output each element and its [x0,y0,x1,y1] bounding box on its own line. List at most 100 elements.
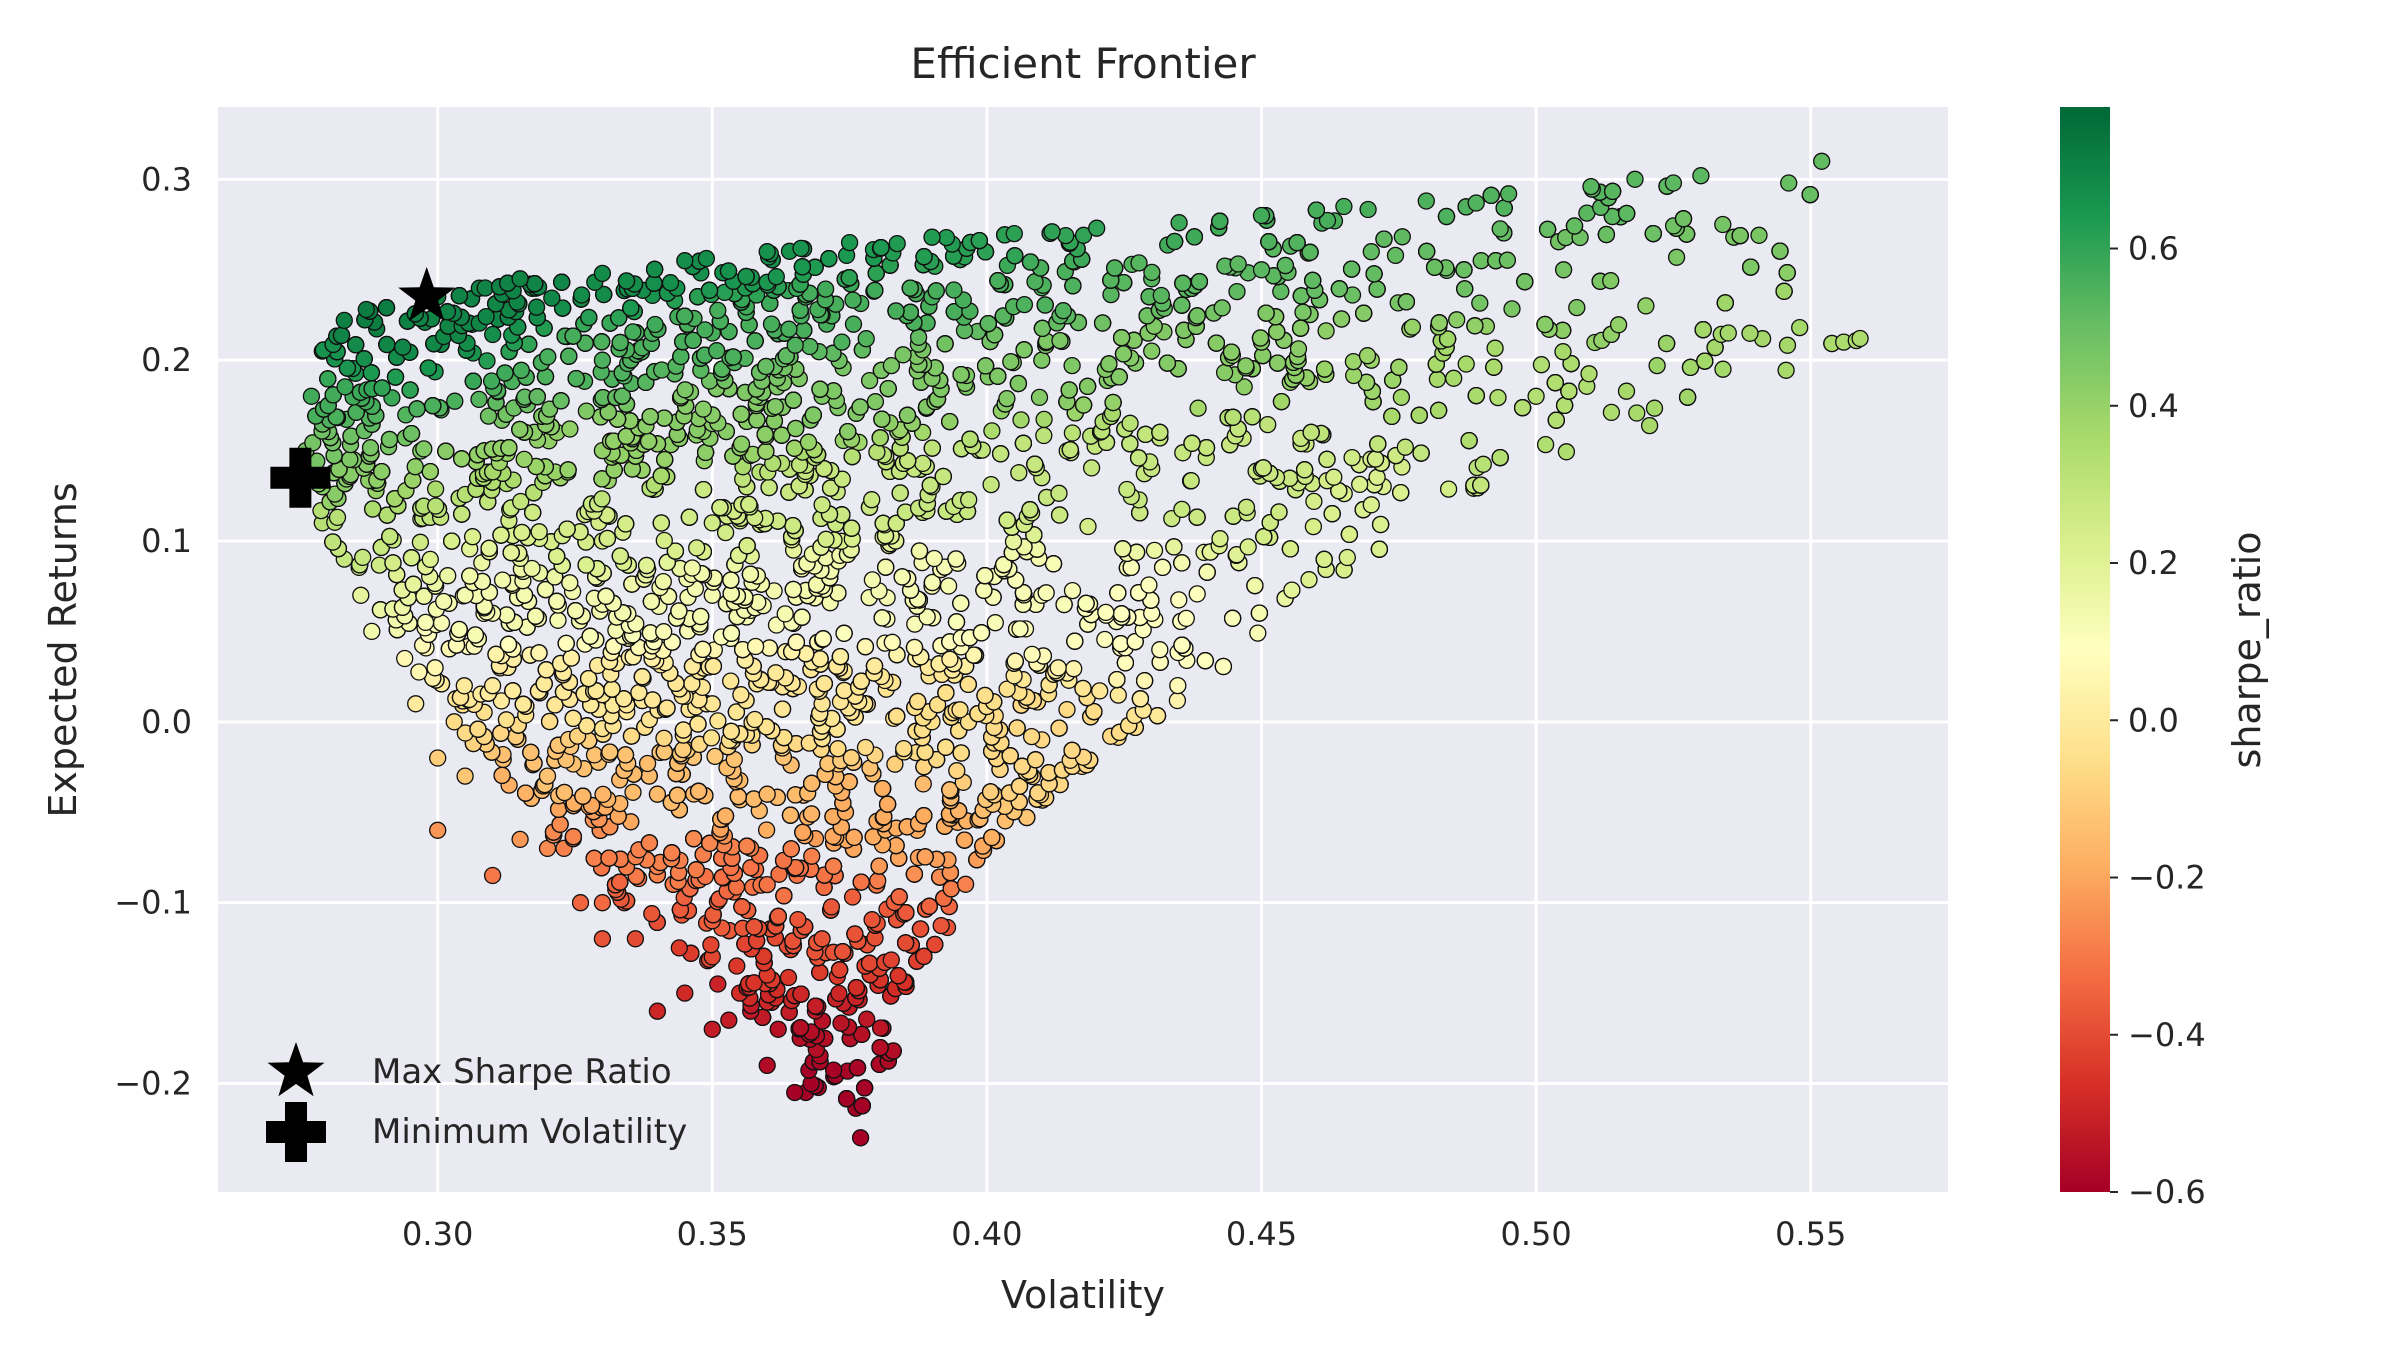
portfolio-point [540,712,559,731]
portfolio-point [911,920,930,938]
portfolio-point [855,1079,874,1097]
portfolio-point [493,571,512,589]
portfolio-point [863,571,882,589]
portfolio-point [1114,540,1132,558]
portfolio-point [782,840,800,858]
portfolio-point [947,550,965,568]
portfolio-point [1168,691,1187,710]
portfolio-point [1315,550,1333,569]
portfolio-point [656,450,674,469]
portfolio-point [817,530,835,548]
portfolio-point [868,443,886,461]
portfolio-point [845,828,863,847]
portfolio-cloud [297,152,1869,1147]
portfolio-point [680,508,699,526]
portfolio-point [670,602,688,620]
portfolio-point [722,672,740,690]
portfolio-point [1536,435,1555,454]
portfolio-point [769,1020,787,1038]
portfolio-point [689,782,708,800]
portfolio-point [500,439,518,457]
portfolio-point [1439,480,1458,498]
portfolio-point [722,624,741,642]
portfolio-point [624,783,642,801]
portfolio-point [530,644,548,662]
portfolio-point [577,556,595,574]
portfolio-point [384,554,402,572]
portfolio-point [429,749,447,767]
portfolio-point [983,422,1001,440]
portfolio-point [835,624,853,642]
portfolio-point [450,620,468,639]
portfolio-point [558,520,576,538]
portfolio-point [402,424,421,443]
portfolio-point [863,491,881,509]
portfolio-point [784,580,802,599]
portfolio-point [429,821,447,839]
portfolio-point [1270,503,1288,521]
portfolio-point [787,633,806,651]
portfolio-point [702,729,721,747]
portfolio-point [702,936,720,954]
portfolio-point [791,1019,810,1037]
portfolio-point [416,613,435,632]
portfolio-point [806,997,825,1015]
portfolio-point [561,574,579,592]
portfolio-point [853,1025,871,1044]
portfolio-point [1077,594,1095,613]
portfolio-point [1140,576,1158,594]
portfolio-point [668,786,687,804]
portfolio-point [888,707,906,725]
portfolio-point [1066,632,1084,650]
portfolio-point [498,606,516,624]
portfolio-point [692,607,710,626]
portfolio-point [746,637,765,656]
portfolio-point [1369,435,1387,453]
portfolio-point [1022,727,1041,746]
portfolio-point [1302,423,1320,442]
portfolio-point [463,528,482,546]
portfolio-point [869,872,887,890]
portfolio-point [1037,584,1055,602]
portfolio-point [955,831,974,849]
portfolio-point [328,508,347,527]
portfolio-point [648,785,667,803]
portfolio-point [617,515,635,533]
portfolio-point [937,738,955,756]
portfolio-point [655,729,673,747]
portfolio-point [813,930,831,948]
portfolio-point [1259,415,1277,434]
portfolio-point [1063,581,1082,600]
portfolio-point [492,526,510,544]
portfolio-point [934,467,952,486]
portfolio-point [932,916,950,935]
portfolio-point [741,565,760,583]
portfolio-point [860,954,879,972]
portfolio-point [822,898,841,916]
portfolio-point [720,1011,738,1029]
portfolio-point [396,649,414,668]
portfolio-point [561,420,579,438]
portfolio-point [716,807,735,825]
portfolio-point [557,634,575,653]
portfolio-point [843,447,861,466]
portfolio-point [1173,636,1191,654]
portfolio-point [630,683,648,702]
portfolio-point [975,581,993,599]
portfolio-point [1547,411,1565,429]
portfolio-point [832,1014,850,1032]
portfolio-point [889,967,907,985]
portfolio-point [1026,455,1044,473]
portfolio-point [380,430,399,449]
portfolio-point [637,556,656,575]
portfolio-point [1281,540,1300,558]
portfolio-point [421,550,439,569]
portfolio-point [1491,448,1509,467]
portfolio-point [976,567,994,585]
portfolio-point [937,684,955,702]
portfolio-point [641,407,659,426]
portfolio-point [352,586,370,604]
portfolio-point [856,638,875,656]
portfolio-point [1021,501,1039,519]
portfolio-point [655,623,673,641]
